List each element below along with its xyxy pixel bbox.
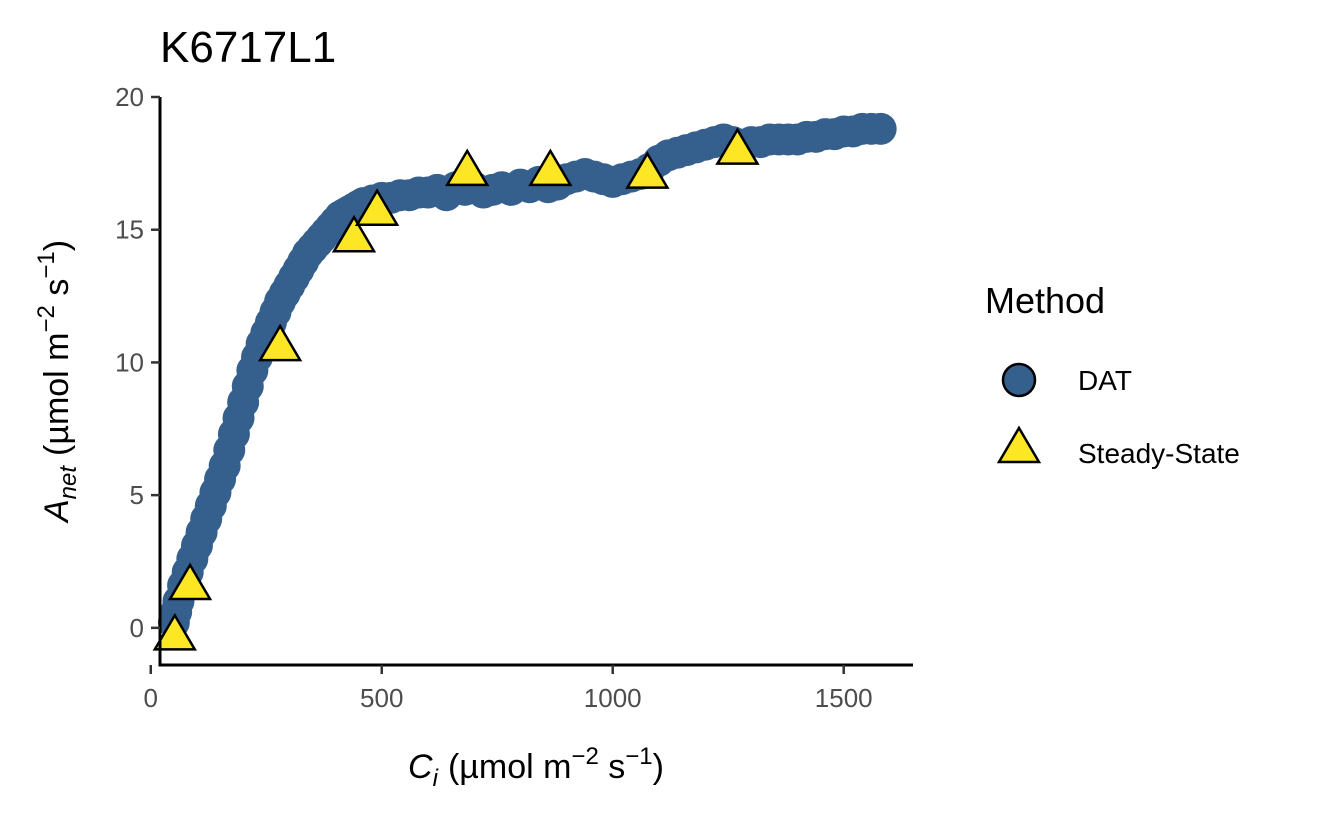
point-steady-state bbox=[167, 562, 213, 601]
y-axis-title-main: A bbox=[38, 499, 76, 524]
point-steady-state bbox=[625, 151, 670, 189]
y-tick-label: 5 bbox=[130, 480, 144, 510]
x-ticks: 0 500 1000 1500 bbox=[144, 665, 873, 713]
x-axis-title-end: ) bbox=[653, 748, 664, 786]
x-tick-label: 500 bbox=[360, 683, 403, 713]
y-tick-label: 15 bbox=[115, 215, 144, 245]
y-tick-label: 20 bbox=[115, 82, 144, 112]
y-axis-title-sup2: −1 bbox=[33, 251, 60, 278]
legend-title: Method bbox=[985, 280, 1105, 321]
x-tick-label: 1000 bbox=[584, 683, 642, 713]
point-steady-state bbox=[257, 323, 303, 362]
legend-label-dat: DAT bbox=[1078, 365, 1132, 396]
x-axis-title-sup1: −2 bbox=[571, 743, 598, 770]
point-steady-state bbox=[331, 214, 377, 253]
y-axis-title-units: (µmol m bbox=[38, 333, 76, 456]
point-steady-state bbox=[445, 148, 490, 187]
x-axis-title-mid: s bbox=[599, 748, 625, 786]
legend-key-dat-icon bbox=[1001, 362, 1037, 398]
y-axis-title-sub: net bbox=[55, 465, 82, 500]
x-axis-title-main: C bbox=[408, 748, 433, 786]
y-axis-title-mid: s bbox=[38, 279, 76, 305]
x-axis-title-units: (µmol m bbox=[448, 748, 571, 786]
x-tick-label: 0 bbox=[144, 683, 158, 713]
legend-key-steady-state-icon bbox=[996, 425, 1042, 464]
x-axis-title-sub: i bbox=[433, 765, 439, 792]
point-steady-state bbox=[715, 127, 760, 165]
y-axis-title: Anet (µmol m−2 s−1) bbox=[33, 240, 82, 524]
point-steady-state bbox=[528, 148, 573, 187]
y-ticks: 0 5 10 15 20 bbox=[115, 82, 160, 643]
points-layer bbox=[152, 112, 897, 651]
legend-label-steady-state: Steady-State bbox=[1078, 438, 1240, 469]
y-tick-label: 0 bbox=[130, 613, 144, 643]
x-tick-label: 1500 bbox=[815, 683, 873, 713]
point-steady-state bbox=[152, 612, 197, 651]
point-dat bbox=[864, 112, 897, 145]
chart-title: K6717L1 bbox=[160, 23, 336, 72]
y-axis-title-end: ) bbox=[38, 240, 76, 251]
point-steady-state bbox=[354, 188, 400, 226]
y-axis-title-sup1: −2 bbox=[33, 305, 60, 332]
y-tick-label: 10 bbox=[115, 347, 144, 377]
legend: Method DAT Steady-State bbox=[985, 280, 1240, 469]
x-axis-title-sup2: −1 bbox=[625, 743, 652, 770]
x-axis-title: Ci (µmol m−2 s−1) bbox=[408, 743, 664, 792]
